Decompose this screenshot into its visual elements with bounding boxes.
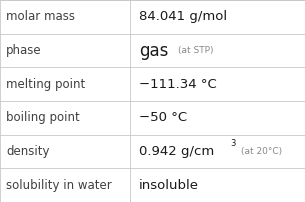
Text: 0.942 g/cm: 0.942 g/cm bbox=[139, 145, 214, 158]
Text: density: density bbox=[6, 145, 50, 158]
Text: molar mass: molar mass bbox=[6, 10, 75, 23]
Text: (at 20°C): (at 20°C) bbox=[241, 147, 282, 156]
Text: 84.041 g/mol: 84.041 g/mol bbox=[139, 10, 227, 23]
Text: insoluble: insoluble bbox=[139, 179, 199, 192]
Text: phase: phase bbox=[6, 44, 42, 57]
Text: 3: 3 bbox=[230, 139, 236, 148]
Text: boiling point: boiling point bbox=[6, 111, 80, 124]
Text: (at STP): (at STP) bbox=[178, 46, 214, 55]
Text: melting point: melting point bbox=[6, 78, 85, 91]
Text: solubility in water: solubility in water bbox=[6, 179, 112, 192]
Text: −111.34 °C: −111.34 °C bbox=[139, 78, 217, 91]
Text: gas: gas bbox=[139, 41, 168, 60]
Text: −50 °C: −50 °C bbox=[139, 111, 187, 124]
